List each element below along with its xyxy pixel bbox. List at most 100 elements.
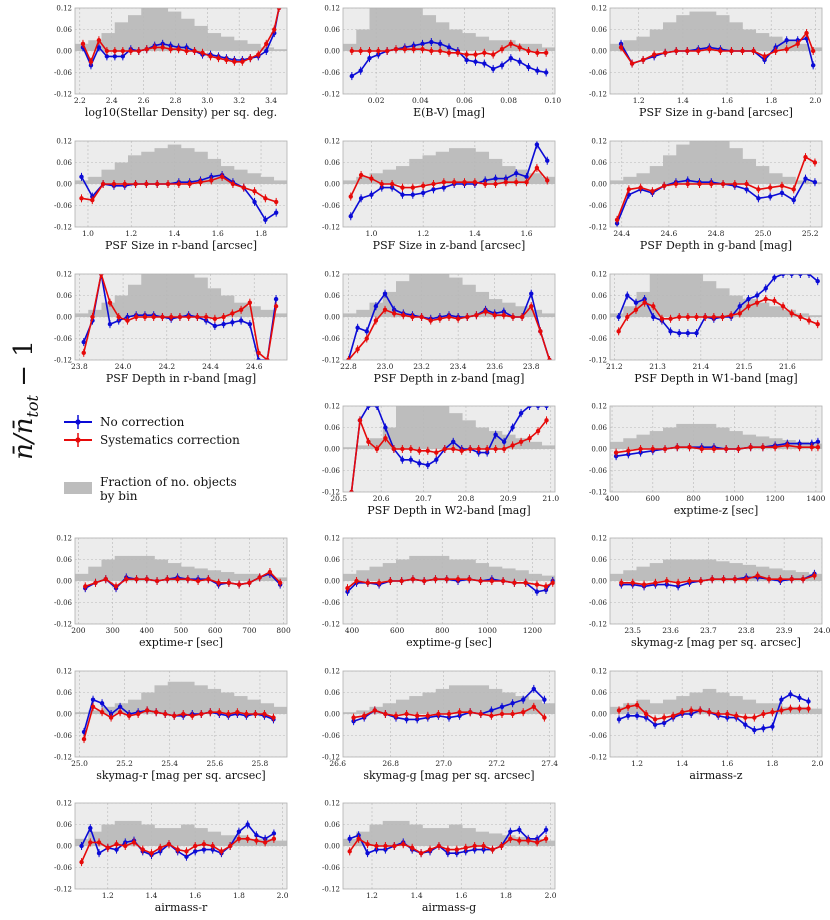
hist-bar xyxy=(541,703,555,714)
hist-bar xyxy=(88,710,102,714)
data-point-no-correction xyxy=(120,54,126,59)
data-point-no-correction xyxy=(761,726,766,731)
data-point-systematics xyxy=(425,448,430,453)
y-tick-label: 0.06 xyxy=(591,424,607,432)
data-point-systematics xyxy=(112,48,118,54)
x-tick-label: 20.5 xyxy=(330,494,347,503)
hist-bar xyxy=(396,559,410,581)
data-point-systematics xyxy=(809,445,815,450)
hist-bar xyxy=(808,315,822,317)
data-point-systematics xyxy=(245,836,250,842)
data-point-no-correction xyxy=(88,825,93,831)
y-tick-label: 0.06 xyxy=(591,689,607,697)
hist-bar xyxy=(742,434,757,449)
data-point-systematics xyxy=(629,61,635,66)
data-point-systematics xyxy=(535,428,541,434)
plot-area xyxy=(75,803,287,889)
data-point-systematics xyxy=(123,843,128,849)
x-tick-label: 1.6 xyxy=(455,891,467,900)
hist-bar xyxy=(75,712,89,714)
data-point-no-correction xyxy=(780,274,786,277)
data-point-systematics xyxy=(373,318,379,323)
data-point-systematics xyxy=(642,300,647,305)
data-point-systematics xyxy=(512,580,517,585)
data-point-systematics xyxy=(415,713,420,718)
data-point-systematics xyxy=(79,196,84,201)
data-point-systematics xyxy=(400,185,405,190)
x-tick-label: 21.0 xyxy=(542,494,559,503)
hist-bar xyxy=(689,274,704,317)
data-point-systematics xyxy=(108,715,114,720)
hist-bar xyxy=(101,33,116,51)
data-point-systematics xyxy=(393,713,399,718)
data-point-no-correction xyxy=(772,275,777,280)
data-point-no-correction xyxy=(797,695,802,701)
hist-bar xyxy=(369,438,384,449)
data-point-systematics xyxy=(93,580,98,585)
data-point-systematics xyxy=(347,849,352,854)
data-point-systematics xyxy=(185,577,191,582)
data-point-systematics xyxy=(236,582,242,587)
y-tick-label: 0.06 xyxy=(56,26,72,34)
y-tick-label: -0.12 xyxy=(54,754,72,762)
data-point-no-correction xyxy=(652,722,658,727)
series-line-no-correction xyxy=(350,406,547,492)
data-point-systematics xyxy=(668,316,673,321)
hist-bar xyxy=(795,706,810,714)
hist-bar xyxy=(702,423,717,449)
data-point-systematics xyxy=(687,445,692,450)
hist-bar xyxy=(462,420,476,449)
hist-bar xyxy=(382,563,397,581)
data-point-systematics xyxy=(634,702,640,708)
data-point-systematics xyxy=(685,314,691,320)
data-point-systematics xyxy=(673,181,679,187)
x-axis-label: PSF Size in r-band [arcsec] xyxy=(105,239,257,252)
data-point-systematics xyxy=(224,57,229,63)
data-point-systematics xyxy=(542,715,547,720)
y-tick-label: -0.12 xyxy=(589,754,607,762)
data-point-no-correction xyxy=(193,849,198,854)
hist-bar xyxy=(154,828,169,846)
data-point-systematics xyxy=(527,436,532,441)
panel-8: -0.12 -0.06 0.00 0.06 0.12 22.8 23.0 23.2 23.4 23… xyxy=(322,271,556,385)
data-point-systematics xyxy=(640,57,646,63)
data-point-systematics xyxy=(446,50,452,55)
y-tick-label: -0.06 xyxy=(322,599,340,607)
legend-systematics: Systematics correction xyxy=(100,433,240,447)
y-tick-label: -0.06 xyxy=(54,69,72,77)
x-tick-label: 0.02 xyxy=(368,96,385,105)
data-point-systematics xyxy=(417,448,422,453)
data-point-systematics xyxy=(510,314,516,320)
data-point-systematics xyxy=(230,311,235,316)
data-point-systematics xyxy=(427,847,433,852)
panel-10: -0.12 -0.06 0.00 0.06 0.12 20.5 20.6 20.7 20.8 20… xyxy=(322,403,559,518)
data-point-no-correction xyxy=(404,717,409,722)
x-tick-label: 20.7 xyxy=(415,494,432,503)
data-point-systematics xyxy=(151,314,156,320)
data-point-no-correction xyxy=(254,833,259,838)
data-point-systematics xyxy=(650,446,656,452)
data-point-systematics xyxy=(425,713,430,718)
hist-bar xyxy=(462,33,476,51)
hist-bar xyxy=(167,681,182,714)
hist-bar xyxy=(663,427,677,449)
data-point-systematics xyxy=(751,48,756,54)
data-point-no-correction xyxy=(756,196,761,201)
hist-bar xyxy=(488,833,503,846)
y-tick-label: -0.12 xyxy=(589,224,607,232)
data-point-no-correction xyxy=(383,425,388,430)
data-point-no-correction xyxy=(236,829,242,834)
data-point-systematics xyxy=(720,181,726,187)
data-point-systematics xyxy=(534,840,540,845)
x-tick-label: 26.8 xyxy=(382,759,399,768)
data-point-systematics xyxy=(744,181,749,187)
data-point-no-correction xyxy=(779,697,784,702)
data-point-systematics xyxy=(468,446,473,452)
hist-bar xyxy=(75,180,89,184)
plot-area xyxy=(343,538,555,624)
hist-bar xyxy=(194,277,208,317)
data-point-systematics xyxy=(227,843,233,849)
data-point-systematics xyxy=(732,577,738,582)
data-point-no-correction xyxy=(441,185,447,190)
x-tick-label: 25.2 xyxy=(116,759,133,768)
